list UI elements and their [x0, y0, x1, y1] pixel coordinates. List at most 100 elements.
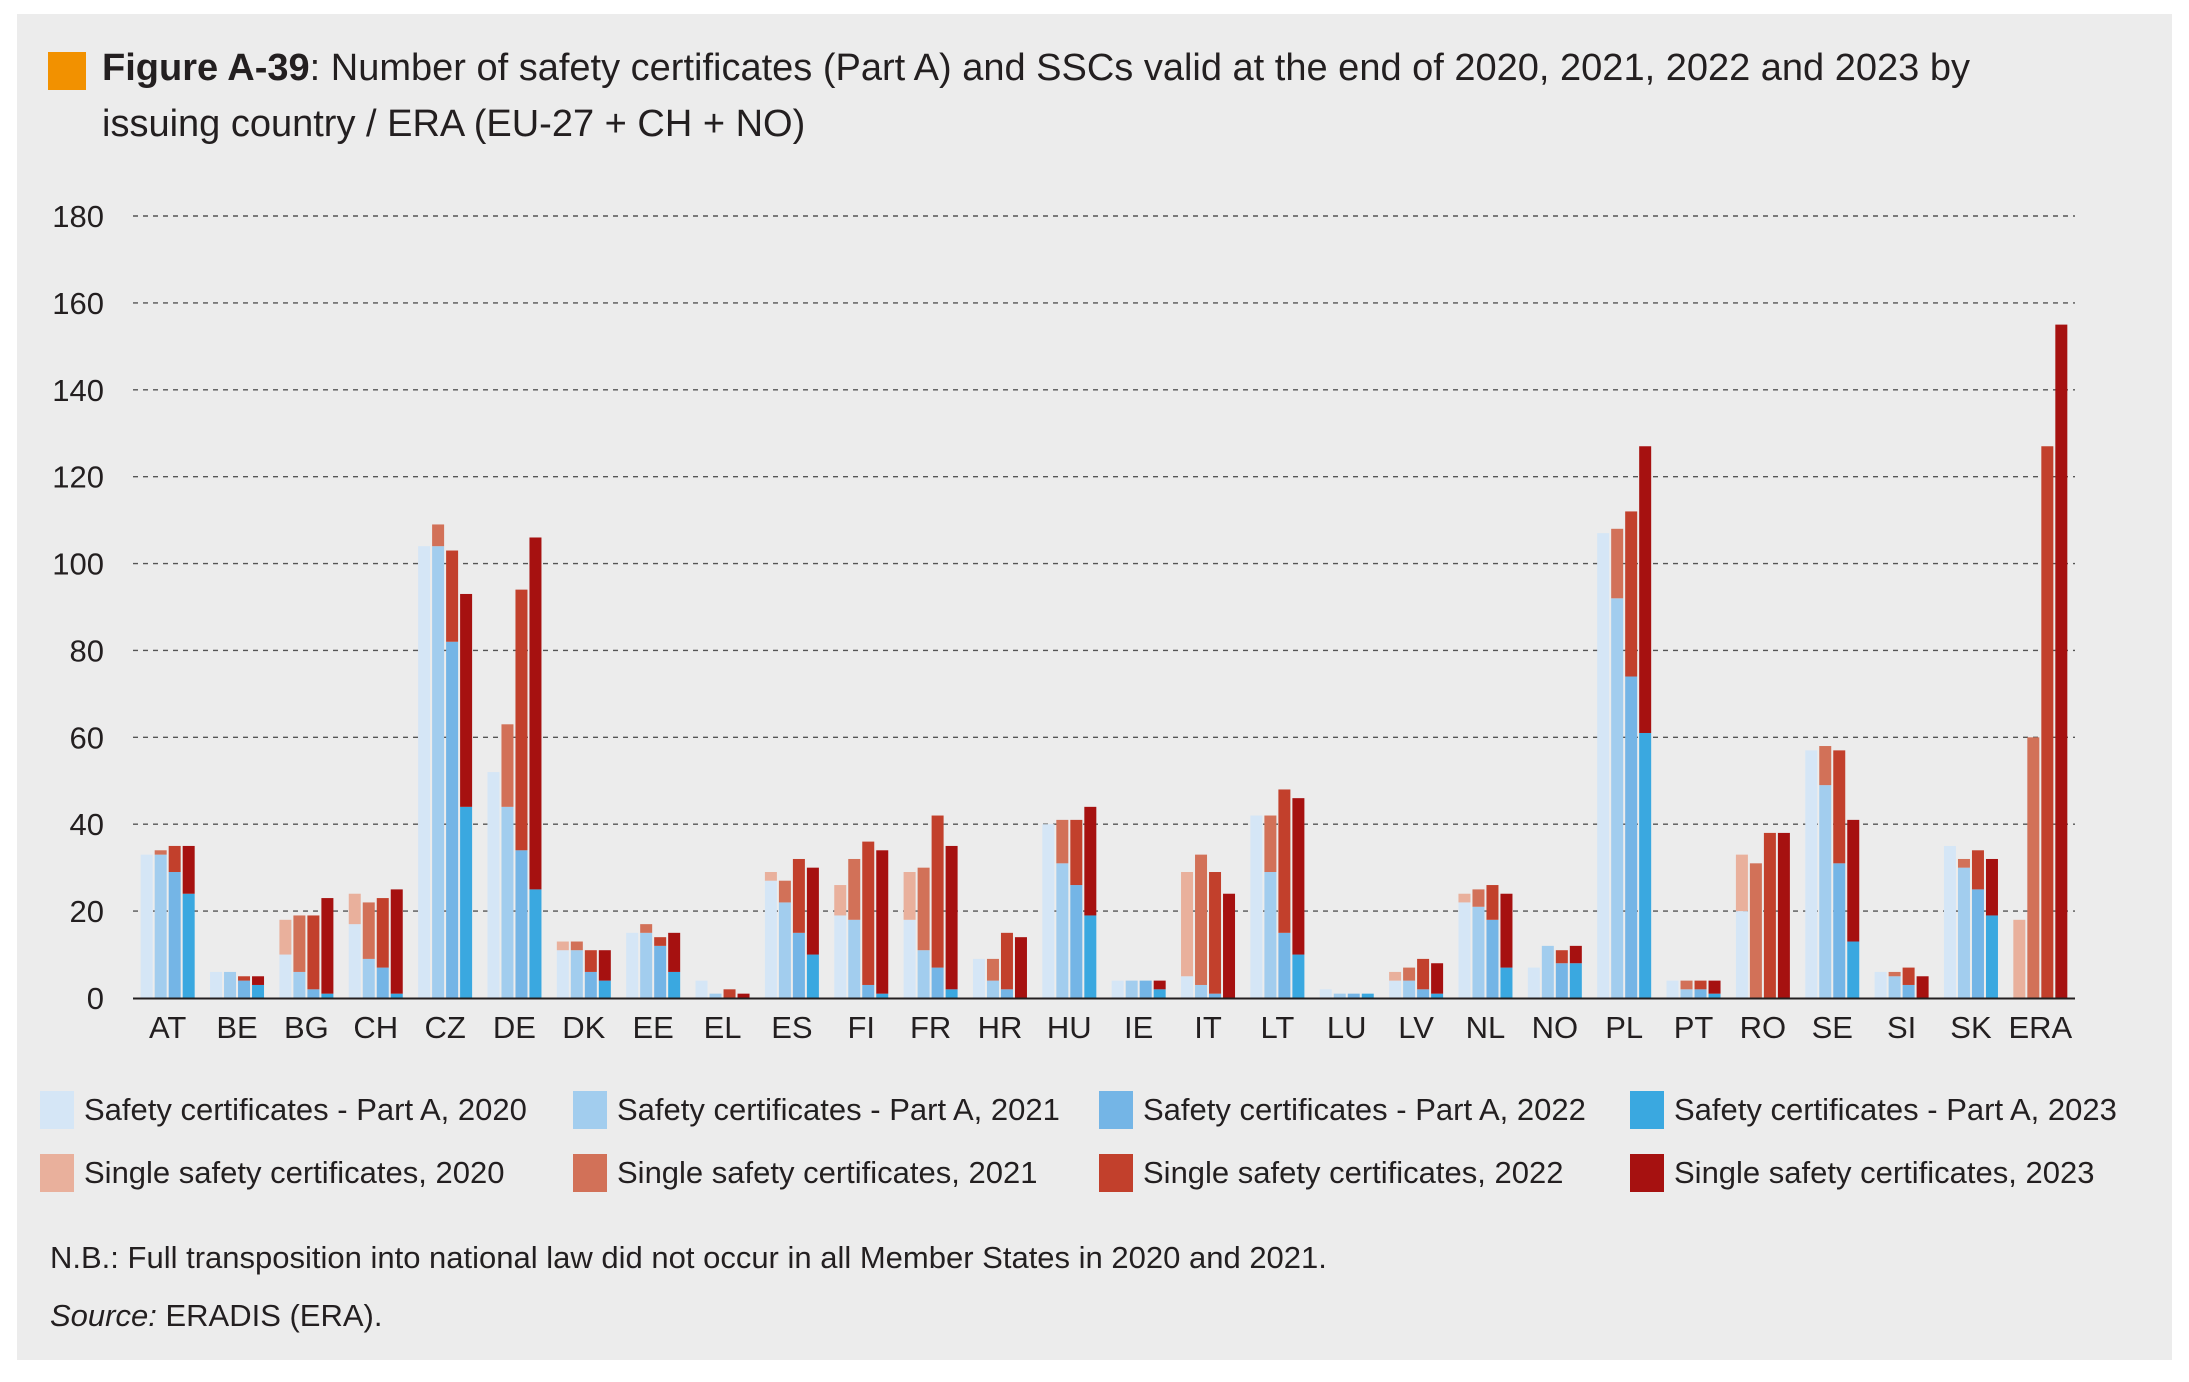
- x-tick-label: LT: [1260, 1010, 1294, 1045]
- bar-ssc-nl-2023: [1500, 893, 1513, 968]
- bar-ssc-sk-2022: [1971, 850, 1984, 890]
- bar-ssc-fr-2022: [931, 815, 944, 968]
- bar-ssc-sk-2021: [1957, 858, 1970, 868]
- bar-part-a-hu-2021: [1056, 863, 1069, 998]
- bar-ssc-pt-2022: [1694, 980, 1707, 990]
- legend-label: Safety certificates - Part A, 2022: [1143, 1092, 1586, 1127]
- bar-part-a-hu-2020: [1042, 824, 1055, 998]
- bar-ssc-se-2021: [1819, 746, 1832, 786]
- bar-part-a-lv-2020: [1389, 980, 1402, 998]
- bar-part-a-se-2023: [1847, 941, 1860, 998]
- bar-ssc-at-2022: [168, 845, 181, 873]
- bar-part-a-pl-2021: [1611, 598, 1624, 998]
- bar-ssc-ro-2023: [1777, 832, 1790, 998]
- x-tick-label: BG: [284, 1010, 329, 1045]
- bar-ssc-se-2022: [1833, 750, 1846, 864]
- bar-ssc-lt-2022: [1278, 789, 1291, 933]
- bar-ssc-at-2021: [154, 850, 167, 855]
- bar-ssc-be-2023: [252, 976, 265, 985]
- bar-part-a-sk-2023: [1985, 915, 1998, 998]
- x-tick-label: ES: [771, 1010, 812, 1045]
- bar-part-a-hr-2020: [972, 958, 985, 998]
- bar-part-a-nl-2020: [1458, 902, 1471, 998]
- bar-ssc-fi-2021: [848, 858, 861, 920]
- x-tick-label: DK: [562, 1010, 605, 1045]
- bar-ssc-ee-2021: [640, 924, 653, 933]
- bar-ssc-pl-2021: [1611, 528, 1624, 599]
- bar-ssc-dk-2023: [598, 950, 611, 981]
- bar-part-a-ee-2023: [668, 971, 681, 998]
- x-tick-label: CZ: [424, 1010, 465, 1045]
- bar-part-a-ee-2020: [626, 932, 639, 998]
- bar-part-a-fr-2020: [903, 919, 916, 998]
- source-label: Source:: [50, 1298, 157, 1333]
- bar-series: [140, 324, 2068, 999]
- bar-part-a-el-2021: [709, 993, 722, 998]
- x-tick-label: NO: [1532, 1010, 1579, 1045]
- x-tick-label: IT: [1194, 1010, 1222, 1045]
- y-tick-label: 100: [52, 547, 104, 582]
- bar-part-a-ch-2020: [348, 924, 361, 998]
- bar-part-a-se-2020: [1805, 750, 1818, 998]
- bar-part-a-be-2021: [224, 971, 237, 998]
- bar-part-a-fr-2022: [931, 967, 944, 998]
- bar-part-a-at-2022: [168, 872, 181, 998]
- bar-part-a-no-2021: [1541, 945, 1554, 998]
- bar-ssc-bg-2023: [321, 898, 334, 994]
- legend-item: Safety certificates - Part A, 2022: [1099, 1088, 1586, 1132]
- bar-part-a-it-2020: [1181, 976, 1194, 998]
- bar-part-a-be-2022: [238, 980, 251, 998]
- bar-part-a-fr-2021: [917, 950, 930, 998]
- bar-part-a-no-2020: [1527, 967, 1540, 998]
- bar-ssc-ch-2020: [348, 893, 361, 925]
- legend-item: Single safety certificates, 2020: [40, 1151, 504, 1195]
- bar-part-a-ch-2022: [376, 967, 389, 998]
- bar-ssc-se-2023: [1847, 819, 1860, 942]
- bar-part-a-sk-2020: [1943, 845, 1956, 998]
- bar-ssc-ch-2021: [362, 902, 375, 959]
- bar-part-a-lt-2021: [1264, 872, 1277, 998]
- bar-part-a-pt-2020: [1666, 980, 1679, 998]
- y-tick-label: 20: [70, 894, 104, 929]
- bar-part-a-sk-2022: [1971, 889, 1984, 998]
- bar-ssc-ch-2023: [390, 889, 403, 994]
- bar-part-a-de-2022: [515, 850, 528, 998]
- footnote: N.B.: Full transposition into national l…: [50, 1240, 1327, 1275]
- bar-part-a-lv-2022: [1417, 989, 1430, 998]
- bar-part-a-es-2022: [792, 932, 805, 998]
- legend-label: Single safety certificates, 2020: [84, 1155, 505, 1190]
- bar-part-a-lu-2021: [1333, 993, 1346, 998]
- bar-part-a-lv-2023: [1431, 993, 1444, 998]
- x-tick-label: HR: [978, 1010, 1023, 1045]
- bar-part-a-ee-2022: [654, 945, 667, 998]
- bar-ssc-fi-2022: [862, 841, 875, 985]
- bar-part-a-fi-2023: [876, 993, 889, 998]
- bar-part-a-ie-2022: [1139, 980, 1152, 998]
- bar-ssc-era-2023: [2055, 324, 2068, 999]
- bar-ssc-es-2023: [806, 867, 819, 955]
- bar-ssc-it-2020: [1181, 872, 1194, 977]
- bar-ssc-era-2021: [2027, 737, 2040, 998]
- bar-part-a-ee-2021: [640, 932, 653, 998]
- x-tick-label: DE: [493, 1010, 536, 1045]
- legend-swatch: [1099, 1091, 1133, 1129]
- x-tick-label: AT: [149, 1010, 186, 1045]
- bar-ssc-nl-2022: [1486, 885, 1499, 920]
- bar-ssc-si-2023: [1916, 976, 1929, 998]
- bar-part-a-pl-2022: [1625, 676, 1638, 998]
- bar-part-a-bg-2023: [321, 993, 334, 998]
- bar-part-a-bg-2022: [307, 989, 320, 998]
- legend-label: Single safety certificates, 2021: [617, 1155, 1038, 1190]
- bar-part-a-sk-2021: [1957, 867, 1970, 998]
- bar-part-a-ie-2020: [1111, 980, 1124, 998]
- x-tick-label: SE: [1812, 1010, 1853, 1045]
- bar-part-a-ro-2020: [1735, 911, 1748, 998]
- x-tick-label: RO: [1740, 1010, 1787, 1045]
- bar-ssc-hr-2023: [1014, 937, 1027, 998]
- bar-part-a-de-2023: [529, 889, 542, 998]
- bar-ssc-era-2022: [2041, 446, 2054, 998]
- bar-part-a-es-2020: [764, 880, 777, 998]
- legend-item: Safety certificates - Part A, 2023: [1630, 1088, 2117, 1132]
- bar-ssc-hu-2023: [1084, 806, 1097, 916]
- bar-part-a-no-2023: [1569, 963, 1582, 998]
